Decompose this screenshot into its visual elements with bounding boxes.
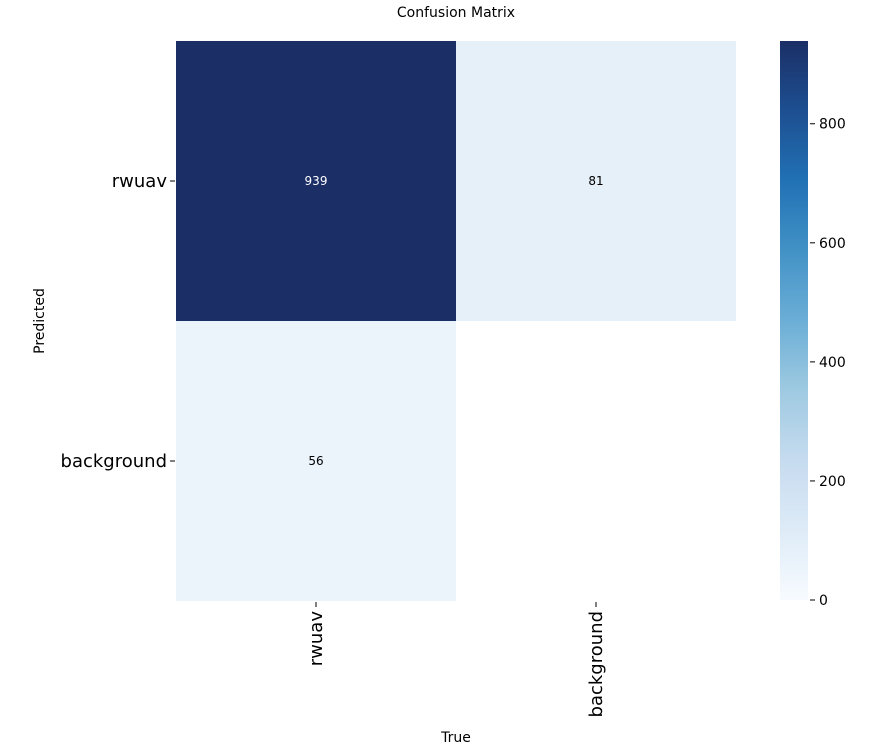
colorbar xyxy=(780,41,808,600)
colorbar-tick-label: 400 xyxy=(819,355,846,371)
colorbar-tick-label: 0 xyxy=(819,593,828,609)
chart-title: Confusion Matrix xyxy=(397,5,515,21)
x-axis-label: True xyxy=(440,730,471,746)
heatmap-cells xyxy=(176,41,736,601)
colorbar-tick-label: 600 xyxy=(819,236,846,252)
colorbar-tick-label: 200 xyxy=(819,474,846,490)
cell-value-label: 939 xyxy=(305,174,328,188)
x-tick-label: rwuav xyxy=(306,611,327,667)
y-tick-label: rwuav xyxy=(112,171,168,192)
colorbar-tick-label: 800 xyxy=(819,117,846,133)
cell-value-label: 56 xyxy=(308,454,323,468)
y-tick-label: background xyxy=(61,451,167,472)
heatmap-cell-rwuav-rwuav xyxy=(176,41,456,321)
cell-value-label: 81 xyxy=(588,174,603,188)
y-axis-ticks: rwuav background xyxy=(61,171,175,472)
heatmap-cell-rwuav-background xyxy=(456,41,736,321)
colorbar-ticks: 0 200 400 600 800 xyxy=(810,117,846,609)
x-axis-ticks: rwuav background xyxy=(306,602,607,717)
x-tick-label: background xyxy=(586,611,607,717)
heatmap-cell-background-rwuav xyxy=(176,321,456,601)
y-axis-label: Predicted xyxy=(32,288,48,354)
heatmap-cell-labels: 939 81 56 xyxy=(305,174,604,468)
